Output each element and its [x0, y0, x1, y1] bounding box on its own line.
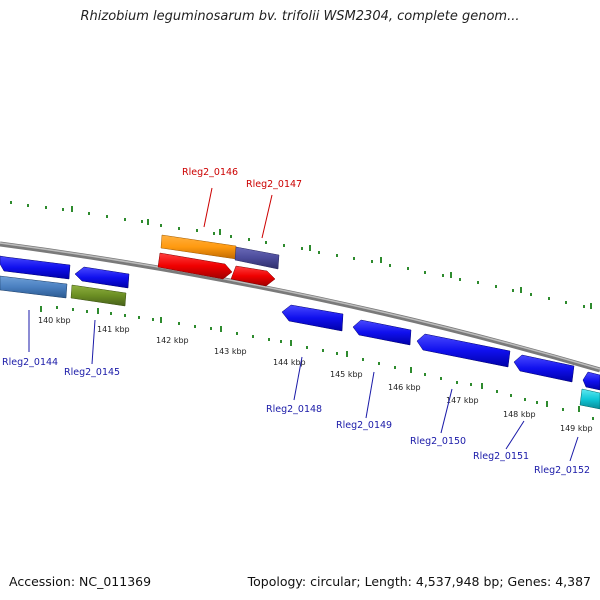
- gene-0147-red-feature[interactable]: [230, 265, 276, 287]
- gene-label-rleg2-0148[interactable]: Rleg2_0148: [266, 404, 322, 415]
- tick-label: 144 kbp: [273, 358, 306, 367]
- tick-label: 143 kbp: [214, 347, 247, 356]
- tick-label: 149 kbp: [560, 424, 593, 433]
- tick-label: 141 kbp: [97, 325, 130, 334]
- gene-label-rleg2-0146[interactable]: Rleg2_0146: [182, 167, 238, 178]
- tick-label: 140 kbp: [38, 316, 71, 325]
- gene-0151-feature[interactable]: [513, 354, 575, 383]
- gene-0152-feature[interactable]: [582, 371, 600, 391]
- gene-0144-feature[interactable]: [0, 275, 68, 299]
- gene-feature[interactable]: [74, 266, 130, 289]
- gene-label-rleg2-0149[interactable]: Rleg2_0149: [336, 420, 392, 431]
- gene-0147-feature[interactable]: [234, 246, 280, 270]
- gene-0150-feature[interactable]: [416, 333, 511, 368]
- gene-0145-feature[interactable]: [70, 284, 127, 307]
- tick-label: 147 kbp: [446, 396, 479, 405]
- gene-label-rleg2-0145[interactable]: Rleg2_0145: [64, 367, 120, 378]
- tick-label: 146 kbp: [388, 383, 421, 392]
- tick-label: 145 kbp: [330, 370, 363, 379]
- gene-0149-feature[interactable]: [352, 319, 412, 346]
- leader-lines: [28, 187, 579, 462]
- upper-genes: [0, 234, 280, 289]
- topology-summary: Topology: circular; Length: 4,537,948 bp…: [247, 574, 591, 589]
- gene-label-rleg2-0147[interactable]: Rleg2_0147: [246, 179, 302, 190]
- gene-label-rleg2-0152[interactable]: Rleg2_0152: [534, 465, 590, 476]
- gene-labels: Rleg2_0146 Rleg2_0147 Rleg2_0144 Rleg2_0…: [2, 167, 590, 476]
- gene-0148-feature[interactable]: [281, 304, 344, 332]
- gene-label-rleg2-0144[interactable]: Rleg2_0144: [2, 357, 58, 368]
- accession-text: Accession: NC_011369: [9, 574, 152, 589]
- outer-tick-arc: [10, 201, 592, 309]
- gene-label-rleg2-0150[interactable]: Rleg2_0150: [410, 436, 466, 447]
- tick-label: 148 kbp: [503, 410, 536, 419]
- gene-label-rleg2-0151[interactable]: Rleg2_0151: [473, 451, 529, 462]
- gene-left-feature[interactable]: [0, 255, 71, 280]
- gene-0152-cyan-feature[interactable]: [579, 388, 600, 410]
- gene-0146-red-feature[interactable]: [157, 252, 233, 280]
- inner-tick-arc: [40, 306, 594, 420]
- lower-genes: [0, 275, 600, 410]
- genome-backbone: [0, 241, 600, 373]
- tick-labels: 140 kbp 141 kbp 142 kbp 143 kbp 144 kbp …: [38, 316, 593, 433]
- genome-title: Rhizobium leguminosarum bv. trifolii WSM…: [80, 9, 520, 24]
- tick-label: 142 kbp: [156, 336, 189, 345]
